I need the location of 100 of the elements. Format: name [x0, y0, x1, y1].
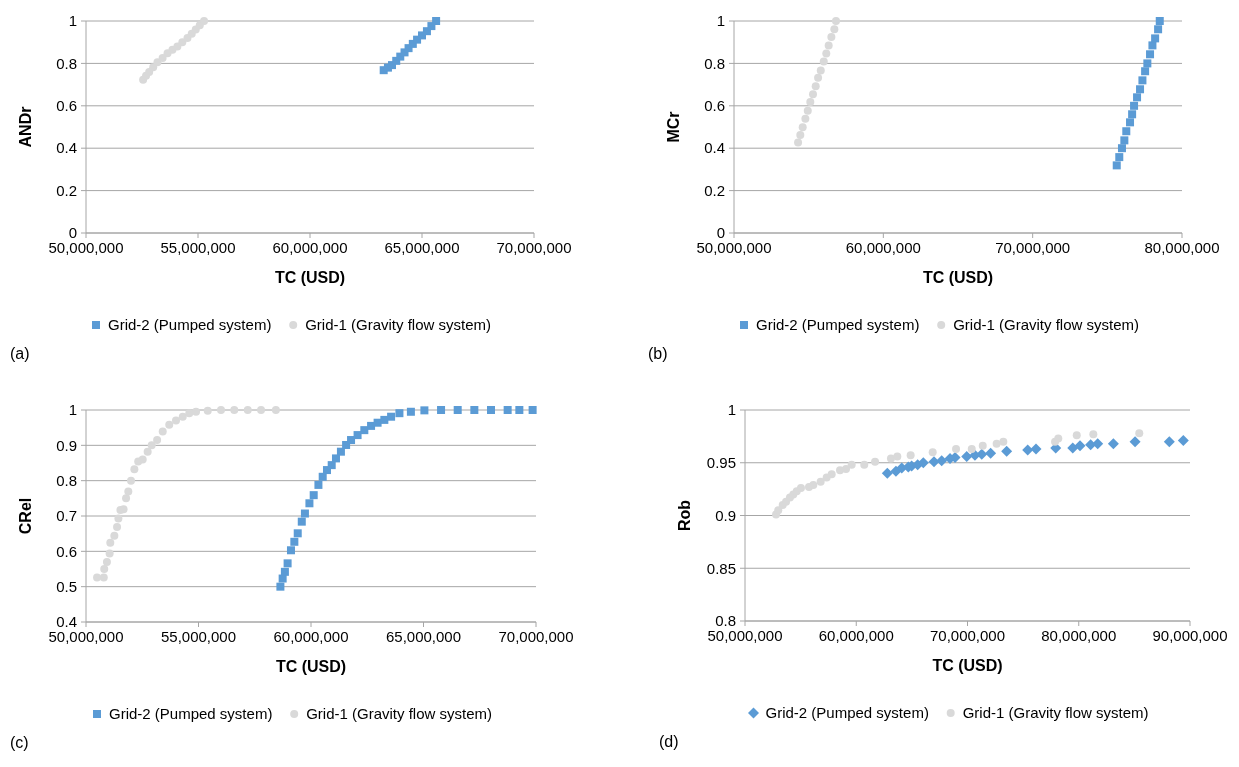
point — [842, 465, 851, 474]
y-tick-label: 0.95 — [706, 454, 736, 471]
point — [1128, 110, 1137, 119]
point — [1030, 443, 1042, 455]
point — [803, 106, 812, 115]
point — [1133, 93, 1142, 102]
legend-label: Grid-1 (Gravity flow system) — [305, 316, 492, 334]
point — [1089, 430, 1098, 439]
x-axis-title: TC (USD) — [274, 269, 346, 286]
point — [1117, 144, 1126, 153]
point — [470, 406, 479, 414]
point — [297, 517, 306, 526]
x-tick-label: 70,000,000 — [929, 627, 1006, 644]
point — [827, 33, 836, 42]
point — [380, 415, 389, 424]
point — [153, 58, 162, 67]
point — [105, 549, 114, 558]
point — [824, 41, 833, 50]
x-axis-title: TC (USD) — [922, 269, 994, 286]
point — [278, 574, 287, 583]
point — [814, 73, 823, 82]
point — [1138, 76, 1147, 85]
point — [1074, 440, 1086, 452]
point — [309, 491, 318, 500]
y-tick-label: 0.85 — [706, 559, 736, 577]
point — [1148, 41, 1157, 50]
x-tick-label: 60,000,000 — [845, 239, 921, 256]
point — [158, 53, 167, 62]
y-tick-label: 0 — [716, 224, 725, 242]
point — [200, 17, 209, 25]
point — [336, 447, 345, 456]
point — [145, 67, 154, 76]
y-axis-title: CRel — [17, 497, 34, 535]
point — [437, 406, 446, 414]
point — [387, 412, 396, 421]
y-tick-label: 0.4 — [56, 139, 77, 157]
point — [816, 66, 825, 75]
point — [147, 441, 156, 450]
point — [1143, 59, 1152, 68]
point — [1155, 17, 1164, 25]
point — [347, 436, 356, 445]
point — [809, 90, 817, 99]
point — [158, 427, 167, 436]
point — [203, 406, 212, 415]
point — [830, 25, 839, 34]
point — [827, 470, 836, 479]
y-axis-title: ANDr — [17, 106, 34, 148]
point — [809, 480, 818, 489]
point — [1092, 438, 1104, 450]
point — [1163, 436, 1175, 448]
point — [1067, 442, 1079, 454]
point — [432, 17, 441, 25]
point — [1135, 429, 1144, 438]
point — [192, 407, 201, 416]
point — [271, 406, 280, 414]
x-tick-label: 70,000,000 — [498, 628, 574, 645]
point — [515, 406, 524, 414]
point — [936, 455, 948, 467]
point — [420, 406, 429, 415]
point — [1129, 436, 1141, 448]
point — [985, 447, 997, 459]
point — [165, 420, 174, 429]
y-tick-label: 1 — [727, 401, 736, 419]
point — [961, 450, 973, 462]
legend-label: Grid-2 (Pumped system) — [756, 316, 920, 334]
point — [122, 494, 131, 503]
point — [114, 514, 123, 523]
point — [1072, 431, 1081, 440]
point — [276, 582, 285, 591]
point — [172, 416, 180, 425]
point — [395, 409, 404, 418]
x-tick-label: 65,000,000 — [385, 628, 462, 645]
point — [774, 506, 783, 515]
x-tick-label: 90,000,000 — [1152, 627, 1228, 644]
point — [331, 454, 340, 463]
point — [976, 448, 988, 460]
point — [280, 567, 289, 576]
point — [978, 441, 987, 450]
y-tick-label: 0.4 — [56, 613, 77, 631]
point — [100, 565, 109, 573]
x-tick-label: 50,000,000 — [48, 628, 124, 645]
text: (c) — [10, 734, 29, 751]
point — [1141, 67, 1150, 76]
point — [327, 461, 336, 470]
point — [928, 448, 937, 457]
point — [143, 447, 152, 456]
point — [847, 460, 856, 469]
x-tick-label: 55,000,000 — [160, 239, 236, 256]
point — [794, 138, 803, 147]
y-tick-label: 0.9 — [715, 506, 736, 524]
point — [816, 477, 825, 486]
y-tick-label: 1 — [68, 401, 77, 419]
point — [796, 484, 805, 493]
point — [178, 38, 187, 47]
point — [1022, 444, 1034, 456]
y-axis-title: Rob — [676, 499, 693, 532]
legend-label: Grid-2 (Pumped system) — [109, 705, 273, 723]
point — [106, 538, 115, 547]
point — [153, 436, 162, 445]
point — [822, 49, 831, 58]
